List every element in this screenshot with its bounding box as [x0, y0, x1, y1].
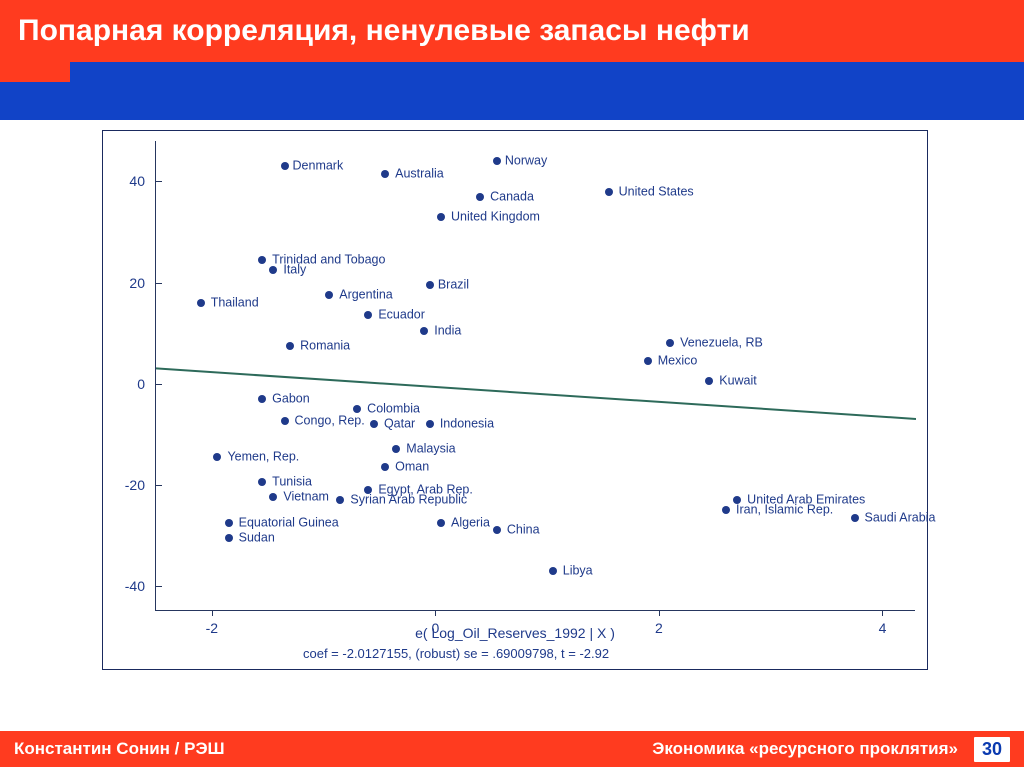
data-point — [851, 514, 859, 522]
scatter-plot: -40-2002040-2024NorwayDenmarkAustraliaUn… — [155, 141, 915, 611]
data-point-label: United States — [619, 184, 694, 198]
data-point — [281, 162, 289, 170]
data-point-label: Colombia — [367, 401, 420, 415]
y-tick-label: -20 — [105, 477, 145, 493]
header-blue-bar — [0, 62, 1024, 120]
data-point-label: Brazil — [438, 277, 469, 291]
data-point — [476, 193, 484, 201]
y-tick-label: -40 — [105, 578, 145, 594]
data-point-label: Iran, Islamic Rep. — [736, 502, 833, 516]
data-point-label: Tunisia — [272, 474, 312, 488]
data-point — [493, 157, 501, 165]
data-point — [258, 395, 266, 403]
data-point-label: Qatar — [384, 416, 415, 430]
data-point-label: Mexico — [658, 353, 698, 367]
data-point — [437, 519, 445, 527]
data-point — [549, 567, 557, 575]
data-point — [225, 534, 233, 542]
footer: Константин Сонин / РЭШ Экономика «ресурс… — [0, 731, 1024, 767]
data-point-label: Indonesia — [440, 416, 494, 430]
data-point-label: China — [507, 522, 540, 536]
data-point — [705, 377, 713, 385]
data-point-label: Argentina — [339, 287, 393, 301]
data-point — [605, 188, 613, 196]
y-tick-label: 20 — [105, 275, 145, 291]
data-point — [426, 281, 434, 289]
data-point — [364, 311, 372, 319]
data-point — [286, 342, 294, 350]
regression-coef-text: coef = -2.0127155, (robust) se = .690097… — [303, 646, 609, 661]
data-point — [381, 463, 389, 471]
data-point-label: India — [434, 323, 461, 337]
data-point — [269, 266, 277, 274]
data-point — [666, 339, 674, 347]
data-point-label: Denmark — [293, 159, 344, 173]
data-point-label: Norway — [505, 154, 547, 168]
data-point-label: Italy — [283, 262, 306, 276]
data-point-label: Venezuela, RB — [680, 335, 763, 349]
data-point — [722, 506, 730, 514]
data-point — [225, 519, 233, 527]
data-point-label: Malaysia — [406, 442, 455, 456]
data-point — [426, 420, 434, 428]
x-axis-label: e( Log_Oil_Reserves_1992 | X ) — [103, 625, 927, 641]
y-tick-label: 0 — [105, 376, 145, 392]
data-point-label: Syrian Arab Republic — [350, 492, 467, 506]
data-point — [197, 299, 205, 307]
data-point-label: Congo, Rep. — [295, 414, 365, 428]
page-number: 30 — [974, 737, 1010, 762]
title-bar: Попарная корреляция, ненулевые запасы не… — [0, 0, 1024, 62]
slide-title: Попарная корреляция, ненулевые запасы не… — [0, 0, 1024, 48]
data-point — [281, 417, 289, 425]
data-point-label: Vietnam — [283, 490, 329, 504]
data-point — [493, 526, 501, 534]
data-point-label: Yemen, Rep. — [227, 449, 299, 463]
data-point-label: Oman — [395, 459, 429, 473]
data-point — [437, 213, 445, 221]
y-tick-label: 40 — [105, 173, 145, 189]
data-point-label: Libya — [563, 563, 593, 577]
data-point-label: Algeria — [451, 515, 490, 529]
data-point — [213, 453, 221, 461]
data-point — [269, 493, 277, 501]
data-point — [370, 420, 378, 428]
data-point-label: Romania — [300, 338, 350, 352]
data-point-label: Sudan — [239, 530, 275, 544]
data-point-label: Equatorial Guinea — [239, 515, 339, 529]
data-point — [258, 478, 266, 486]
data-point-label: Thailand — [211, 295, 259, 309]
data-point-label: Australia — [395, 166, 444, 180]
data-point-label: Canada — [490, 189, 534, 203]
data-point — [353, 405, 361, 413]
data-point — [392, 445, 400, 453]
data-point-label: Gabon — [272, 391, 310, 405]
footer-course: Экономика «ресурсного проклятия» — [652, 739, 958, 759]
data-point — [258, 256, 266, 264]
data-point-label: United Kingdom — [451, 209, 540, 223]
data-point-label: Saudi Arabia — [865, 510, 936, 524]
data-point — [336, 496, 344, 504]
header-red-tab — [0, 62, 70, 82]
data-point — [420, 327, 428, 335]
data-point — [325, 291, 333, 299]
data-point-label: Ecuador — [378, 308, 425, 322]
data-point — [381, 170, 389, 178]
footer-author: Константин Сонин / РЭШ — [14, 739, 225, 759]
data-point — [644, 357, 652, 365]
plot-frame: -40-2002040-2024NorwayDenmarkAustraliaUn… — [102, 130, 928, 670]
data-point-label: Kuwait — [719, 373, 757, 387]
